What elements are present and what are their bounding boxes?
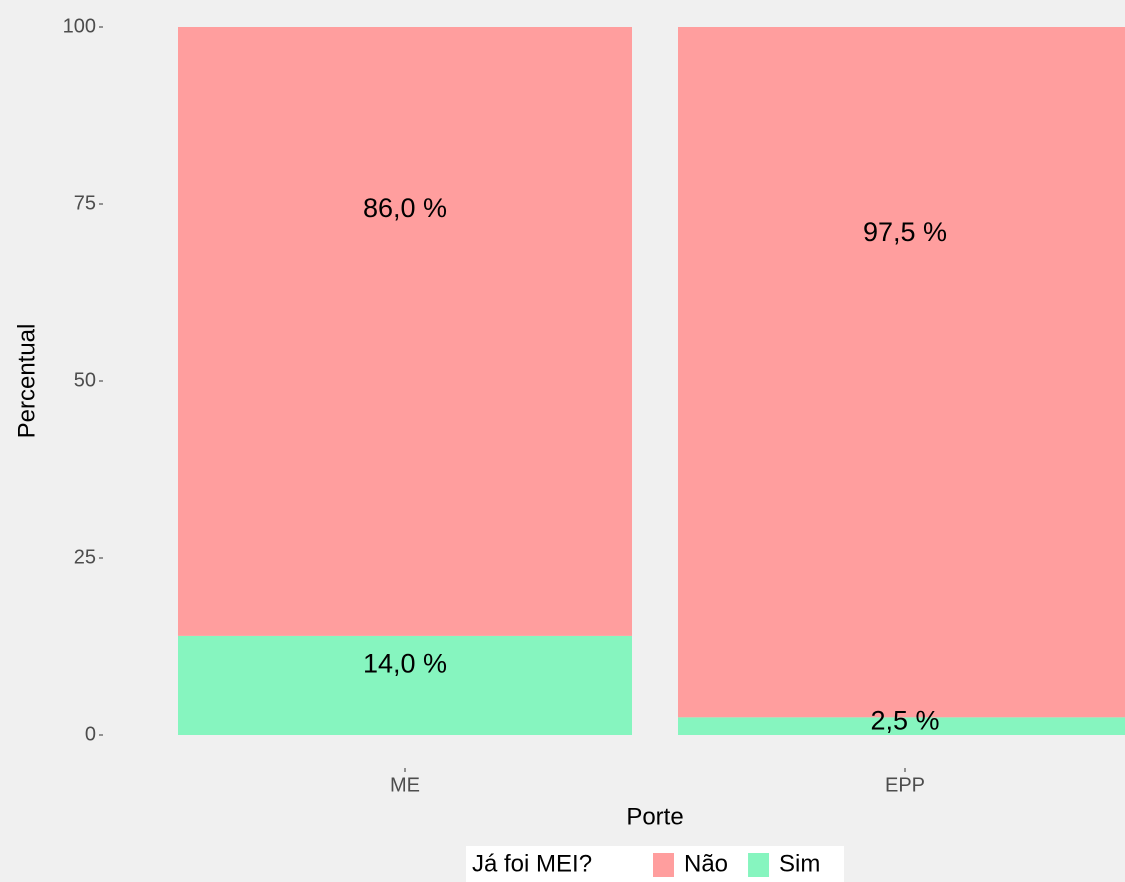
- x-axis-title: Porte: [626, 803, 683, 830]
- y-tick-label: 25: [74, 546, 96, 568]
- bar-segment: [178, 635, 632, 735]
- bar-segment: [678, 27, 1125, 718]
- x-tick-label: EPP: [885, 774, 925, 796]
- y-tick-label: 100: [63, 15, 96, 37]
- legend-label: Sim: [779, 850, 820, 877]
- legend-title: Já foi MEI?: [472, 850, 592, 877]
- bar-segment: [678, 717, 1125, 735]
- y-tick-label: 75: [74, 192, 96, 214]
- bar-segment: [178, 27, 632, 636]
- y-tick-label: 50: [74, 369, 96, 391]
- x-tick-label: ME: [390, 774, 420, 796]
- legend-label: Não: [684, 850, 728, 877]
- y-axis-title: Percentual: [13, 324, 40, 439]
- value-label: 2,5 %: [870, 706, 939, 736]
- legend-key: [653, 853, 674, 877]
- value-label: 14,0 %: [363, 649, 447, 679]
- legend-key: [748, 853, 770, 877]
- value-label: 86,0 %: [363, 193, 447, 223]
- value-label: 97,5 %: [863, 217, 947, 247]
- y-tick-label: 0: [85, 723, 96, 745]
